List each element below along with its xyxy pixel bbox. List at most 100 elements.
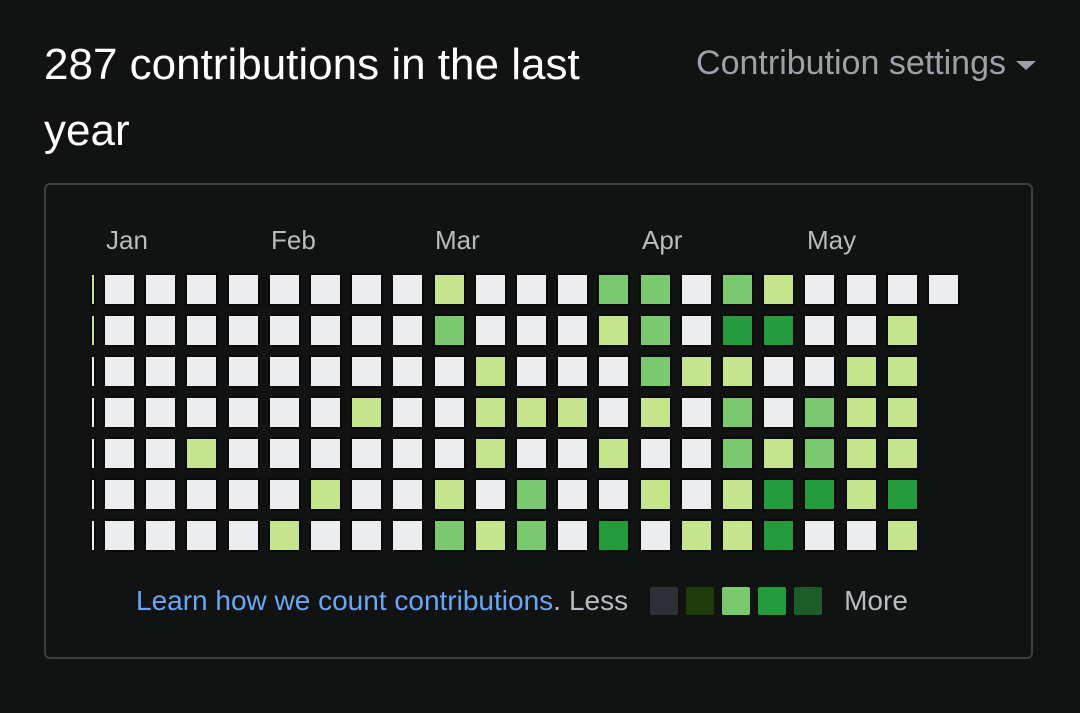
contribution-day-cell[interactable] [803, 314, 837, 347]
contribution-day-cell[interactable] [721, 478, 754, 511]
contribution-day-cell[interactable] [185, 519, 219, 552]
contribution-day-cell[interactable] [90, 355, 96, 388]
contribution-day-cell[interactable] [721, 273, 754, 306]
contribution-day-cell[interactable] [391, 519, 425, 552]
contribution-day-cell[interactable] [638, 396, 672, 429]
contribution-day-cell[interactable] [185, 478, 219, 511]
contribution-day-cell[interactable] [185, 355, 219, 388]
contribution-day-cell[interactable] [226, 273, 260, 306]
contribution-day-cell[interactable] [350, 355, 384, 388]
contribution-day-cell[interactable] [103, 273, 136, 306]
contribution-day-cell[interactable] [803, 478, 837, 511]
contribution-day-cell[interactable] [267, 437, 301, 470]
contribution-day-cell[interactable] [432, 519, 466, 552]
contribution-day-cell[interactable] [391, 355, 425, 388]
contribution-day-cell[interactable] [267, 519, 301, 552]
contribution-day-cell[interactable] [679, 478, 713, 511]
contribution-day-cell[interactable] [309, 478, 342, 511]
contribution-day-cell[interactable] [90, 396, 96, 429]
contribution-day-cell[interactable] [638, 273, 672, 306]
contribution-day-cell[interactable] [90, 314, 96, 347]
contribution-day-cell[interactable] [473, 396, 507, 429]
contribution-day-cell[interactable] [103, 355, 136, 388]
contribution-day-cell[interactable] [762, 396, 796, 429]
contribution-day-cell[interactable] [803, 355, 837, 388]
contribution-day-cell[interactable] [597, 478, 631, 511]
contribution-day-cell[interactable] [473, 355, 507, 388]
contribution-day-cell[interactable] [432, 396, 466, 429]
contribution-day-cell[interactable] [103, 314, 136, 347]
contribution-day-cell[interactable] [597, 396, 631, 429]
contribution-day-cell[interactable] [803, 396, 837, 429]
contribution-day-cell[interactable] [679, 314, 713, 347]
contribution-day-cell[interactable] [350, 314, 384, 347]
contribution-day-cell[interactable] [597, 437, 631, 470]
contribution-day-cell[interactable] [267, 396, 301, 429]
contribution-day-cell[interactable] [144, 478, 178, 511]
contribution-day-cell[interactable] [844, 519, 878, 552]
contribution-day-cell[interactable] [90, 519, 96, 552]
contribution-day-cell[interactable] [350, 396, 384, 429]
contribution-day-cell[interactable] [473, 478, 507, 511]
contribution-day-cell[interactable] [721, 519, 754, 552]
contribution-day-cell[interactable] [350, 519, 384, 552]
contribution-day-cell[interactable] [762, 314, 796, 347]
contribution-day-cell[interactable] [350, 273, 384, 306]
contribution-day-cell[interactable] [185, 437, 219, 470]
contribution-day-cell[interactable] [638, 519, 672, 552]
contribution-day-cell[interactable] [885, 396, 919, 429]
contribution-day-cell[interactable] [679, 273, 713, 306]
contribution-day-cell[interactable] [679, 519, 713, 552]
contribution-day-cell[interactable] [803, 273, 837, 306]
contribution-day-cell[interactable] [309, 396, 342, 429]
contribution-day-cell[interactable] [144, 314, 178, 347]
contribution-day-cell[interactable] [90, 273, 96, 306]
contribution-day-cell[interactable] [885, 478, 919, 511]
contribution-day-cell[interactable] [721, 314, 754, 347]
contribution-day-cell[interactable] [391, 478, 425, 511]
contribution-day-cell[interactable] [556, 314, 590, 347]
contribution-day-cell[interactable] [226, 519, 260, 552]
contribution-day-cell[interactable] [597, 355, 631, 388]
contribution-day-cell[interactable] [515, 519, 548, 552]
contribution-day-cell[interactable] [309, 519, 342, 552]
contribution-day-cell[interactable] [515, 396, 548, 429]
contribution-day-cell[interactable] [103, 437, 136, 470]
contribution-day-cell[interactable] [226, 396, 260, 429]
contribution-settings-dropdown[interactable]: Contribution settings [696, 44, 1036, 83]
contribution-day-cell[interactable] [803, 437, 837, 470]
contribution-day-cell[interactable] [432, 314, 466, 347]
contribution-day-cell[interactable] [679, 355, 713, 388]
contribution-day-cell[interactable] [515, 437, 548, 470]
contribution-day-cell[interactable] [885, 519, 919, 552]
contribution-day-cell[interactable] [844, 314, 878, 347]
contribution-day-cell[interactable] [432, 437, 466, 470]
contribution-day-cell[interactable] [103, 519, 136, 552]
contribution-day-cell[interactable] [515, 478, 548, 511]
contribution-day-cell[interactable] [679, 437, 713, 470]
contribution-day-cell[interactable] [432, 478, 466, 511]
contribution-day-cell[interactable] [885, 314, 919, 347]
contribution-day-cell[interactable] [927, 273, 960, 306]
contribution-day-cell[interactable] [556, 396, 590, 429]
contribution-day-cell[interactable] [144, 355, 178, 388]
contribution-day-cell[interactable] [144, 519, 178, 552]
contribution-day-cell[interactable] [762, 478, 796, 511]
contribution-day-cell[interactable] [185, 396, 219, 429]
contribution-day-cell[interactable] [350, 478, 384, 511]
contribution-day-cell[interactable] [185, 314, 219, 347]
contribution-day-cell[interactable] [762, 273, 796, 306]
contribution-day-cell[interactable] [597, 519, 631, 552]
contribution-day-cell[interactable] [432, 355, 466, 388]
contribution-day-cell[interactable] [721, 437, 754, 470]
contribution-day-cell[interactable] [844, 437, 878, 470]
contribution-day-cell[interactable] [556, 478, 590, 511]
contribution-day-cell[interactable] [267, 314, 301, 347]
contribution-day-cell[interactable] [885, 437, 919, 470]
contribution-day-cell[interactable] [309, 437, 342, 470]
contribution-day-cell[interactable] [267, 273, 301, 306]
contribution-day-cell[interactable] [90, 478, 96, 511]
contribution-day-cell[interactable] [473, 314, 507, 347]
contribution-day-cell[interactable] [309, 314, 342, 347]
contribution-day-cell[interactable] [391, 437, 425, 470]
